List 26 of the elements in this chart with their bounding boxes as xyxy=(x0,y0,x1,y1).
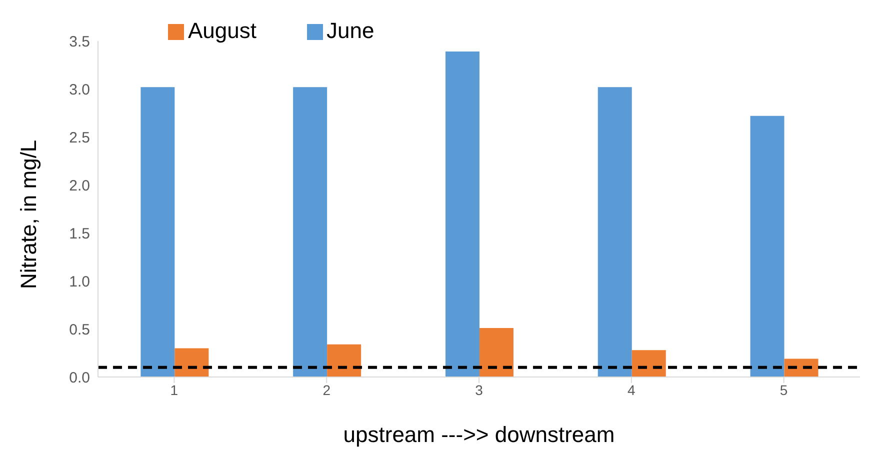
legend-label: August xyxy=(188,18,256,43)
x-tick-label: 3 xyxy=(475,382,484,398)
bar xyxy=(598,87,632,377)
y-tick-label: 2.5 xyxy=(69,129,90,146)
y-tick-label: 2.0 xyxy=(69,177,90,194)
bar xyxy=(479,328,514,377)
bar xyxy=(445,52,480,377)
bar xyxy=(632,350,666,377)
x-tick-label: 5 xyxy=(780,382,788,398)
x-tick-label: 1 xyxy=(170,382,178,398)
bar xyxy=(327,344,362,377)
legend-label: June xyxy=(326,18,374,43)
bar xyxy=(174,348,209,377)
y-tick-label: 0.5 xyxy=(69,321,90,338)
x-axis-title: upstream --->> downstream xyxy=(343,422,615,447)
y-tick-label: 1.5 xyxy=(69,225,90,242)
bar xyxy=(140,87,175,377)
x-tick-label: 4 xyxy=(628,382,636,398)
x-tick-label: 2 xyxy=(322,382,331,398)
y-axis-title: Nitrate, in mg/L xyxy=(16,140,41,289)
y-tick-label: 0.0 xyxy=(69,369,90,386)
y-tick-label: 3.0 xyxy=(69,81,90,98)
y-tick-label: 1.0 xyxy=(69,273,90,290)
bar xyxy=(293,87,328,377)
y-tick-label: 3.5 xyxy=(69,33,90,50)
bar xyxy=(750,116,784,377)
